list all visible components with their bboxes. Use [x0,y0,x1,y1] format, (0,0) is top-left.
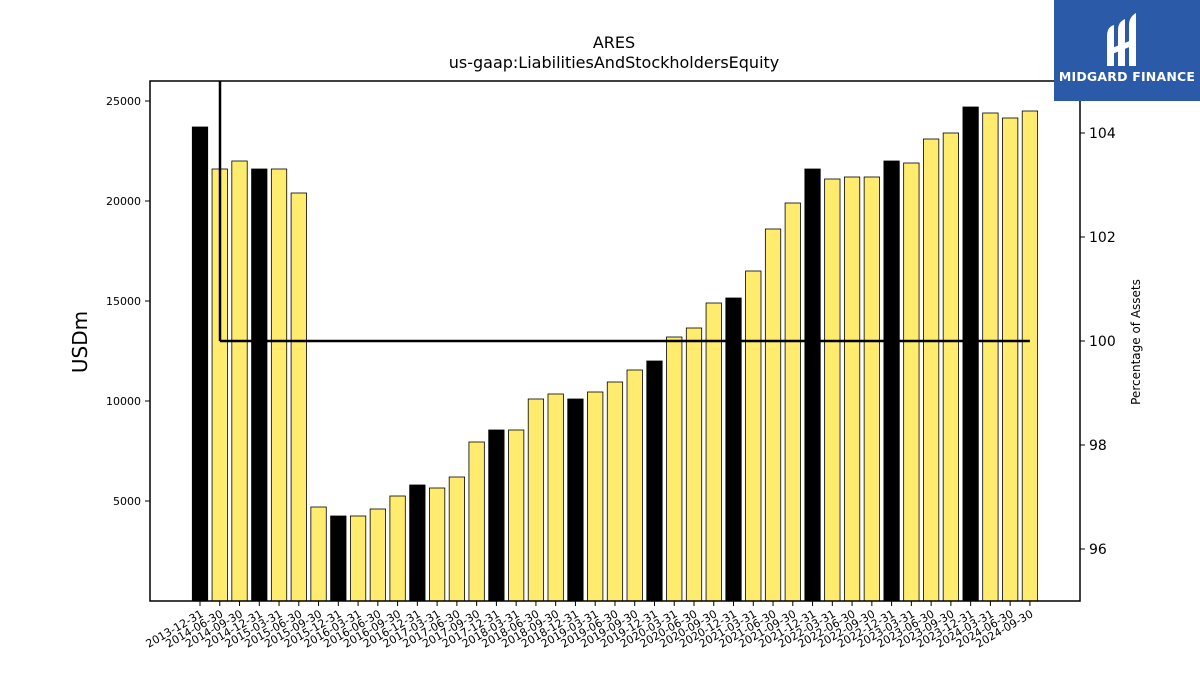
bar-2022-09-30 [863,176,880,602]
bar-2015-06-30 [290,192,307,602]
bar-2021-06-30 [764,228,782,602]
bar-2024-03-31 [982,112,999,602]
bar-2023-06-30 [923,138,940,602]
bar-2017-12-31 [488,429,505,602]
y2-axis-label: Percentage of Assets [1129,279,1143,405]
bar-2021-03-31 [745,270,762,602]
bar-2016-03-31 [349,515,367,602]
chart-title: ARES [593,33,635,52]
bar-2014-09-30 [231,160,248,602]
bar-2019-03-31 [587,391,604,602]
bar-2020-12-31 [725,297,742,602]
bar-2024-09-30 [1021,110,1039,602]
bar-2014-12-31 [251,168,268,602]
y2-tick-label: 96 [1089,542,1107,558]
bar-2023-03-31 [903,162,920,602]
bar-2018-09-30 [547,393,564,602]
y2-tick-label: 98 [1089,438,1107,454]
bar-2016-09-30 [389,495,406,602]
bar-2015-03-31 [270,168,288,602]
y2-tick-label: 102 [1089,230,1116,246]
bar-2017-06-30 [448,476,465,602]
y-axis-label: USDm [68,311,92,373]
bar-2024-06-30 [1002,117,1019,602]
bar-2020-06-30 [685,327,703,602]
bar-2023-12-31 [962,106,979,602]
bar-2021-09-30 [784,202,801,602]
bar-2013-12-31 [191,126,209,602]
bar-2018-03-31 [508,429,525,602]
bar-2022-06-30 [843,176,861,602]
bar-2022-03-31 [824,178,841,602]
bar-2016-06-30 [369,508,386,602]
bar-2018-12-31 [567,398,584,602]
y-tick-label: 25000 [106,95,141,108]
bar-2015-12-31 [330,515,347,602]
bar-series [191,106,1039,602]
y-tick-label: 5000 [113,495,141,508]
bar-2023-09-30 [942,132,959,602]
bar-2018-06-30 [527,398,545,602]
bar-2020-09-30 [705,302,722,602]
bar-2019-12-31 [646,360,663,602]
bar-2017-09-30 [468,441,485,602]
midgard-logo-icon [1107,13,1136,66]
bar-2021-12-31 [804,168,821,602]
y2-tick-label: 100 [1089,334,1116,350]
y-tick-label: 10000 [106,395,141,408]
y2-tick-label: 104 [1089,126,1116,142]
percentage-line-series [218,81,1030,343]
bar-2019-06-30 [606,381,624,602]
bar-2016-12-31 [409,484,426,602]
bar-2017-03-31 [429,487,446,602]
percentage-line [218,81,1030,343]
right-axis: 96 98 100 102 104 [1080,126,1116,558]
bar-2019-09-30 [626,369,643,602]
brand-name: MIDGARD FINANCE [1058,69,1196,84]
y-tick-label: 20000 [106,195,141,208]
y-tick-label: 15000 [106,295,141,308]
bar-2022-12-31 [883,160,900,602]
bar-2015-09-30 [310,506,327,602]
bar-2020-03-31 [666,336,683,602]
x-axis: 2013-12-312014-06-302014-09-302014-12-31… [144,601,1035,651]
left-axis: 5000 10000 15000 20000 25000 [106,95,150,508]
brand-logo: MIDGARD FINANCE [1054,0,1200,101]
chart-subtitle: us-gaap:LiabilitiesAndStockholdersEquity [449,53,780,72]
